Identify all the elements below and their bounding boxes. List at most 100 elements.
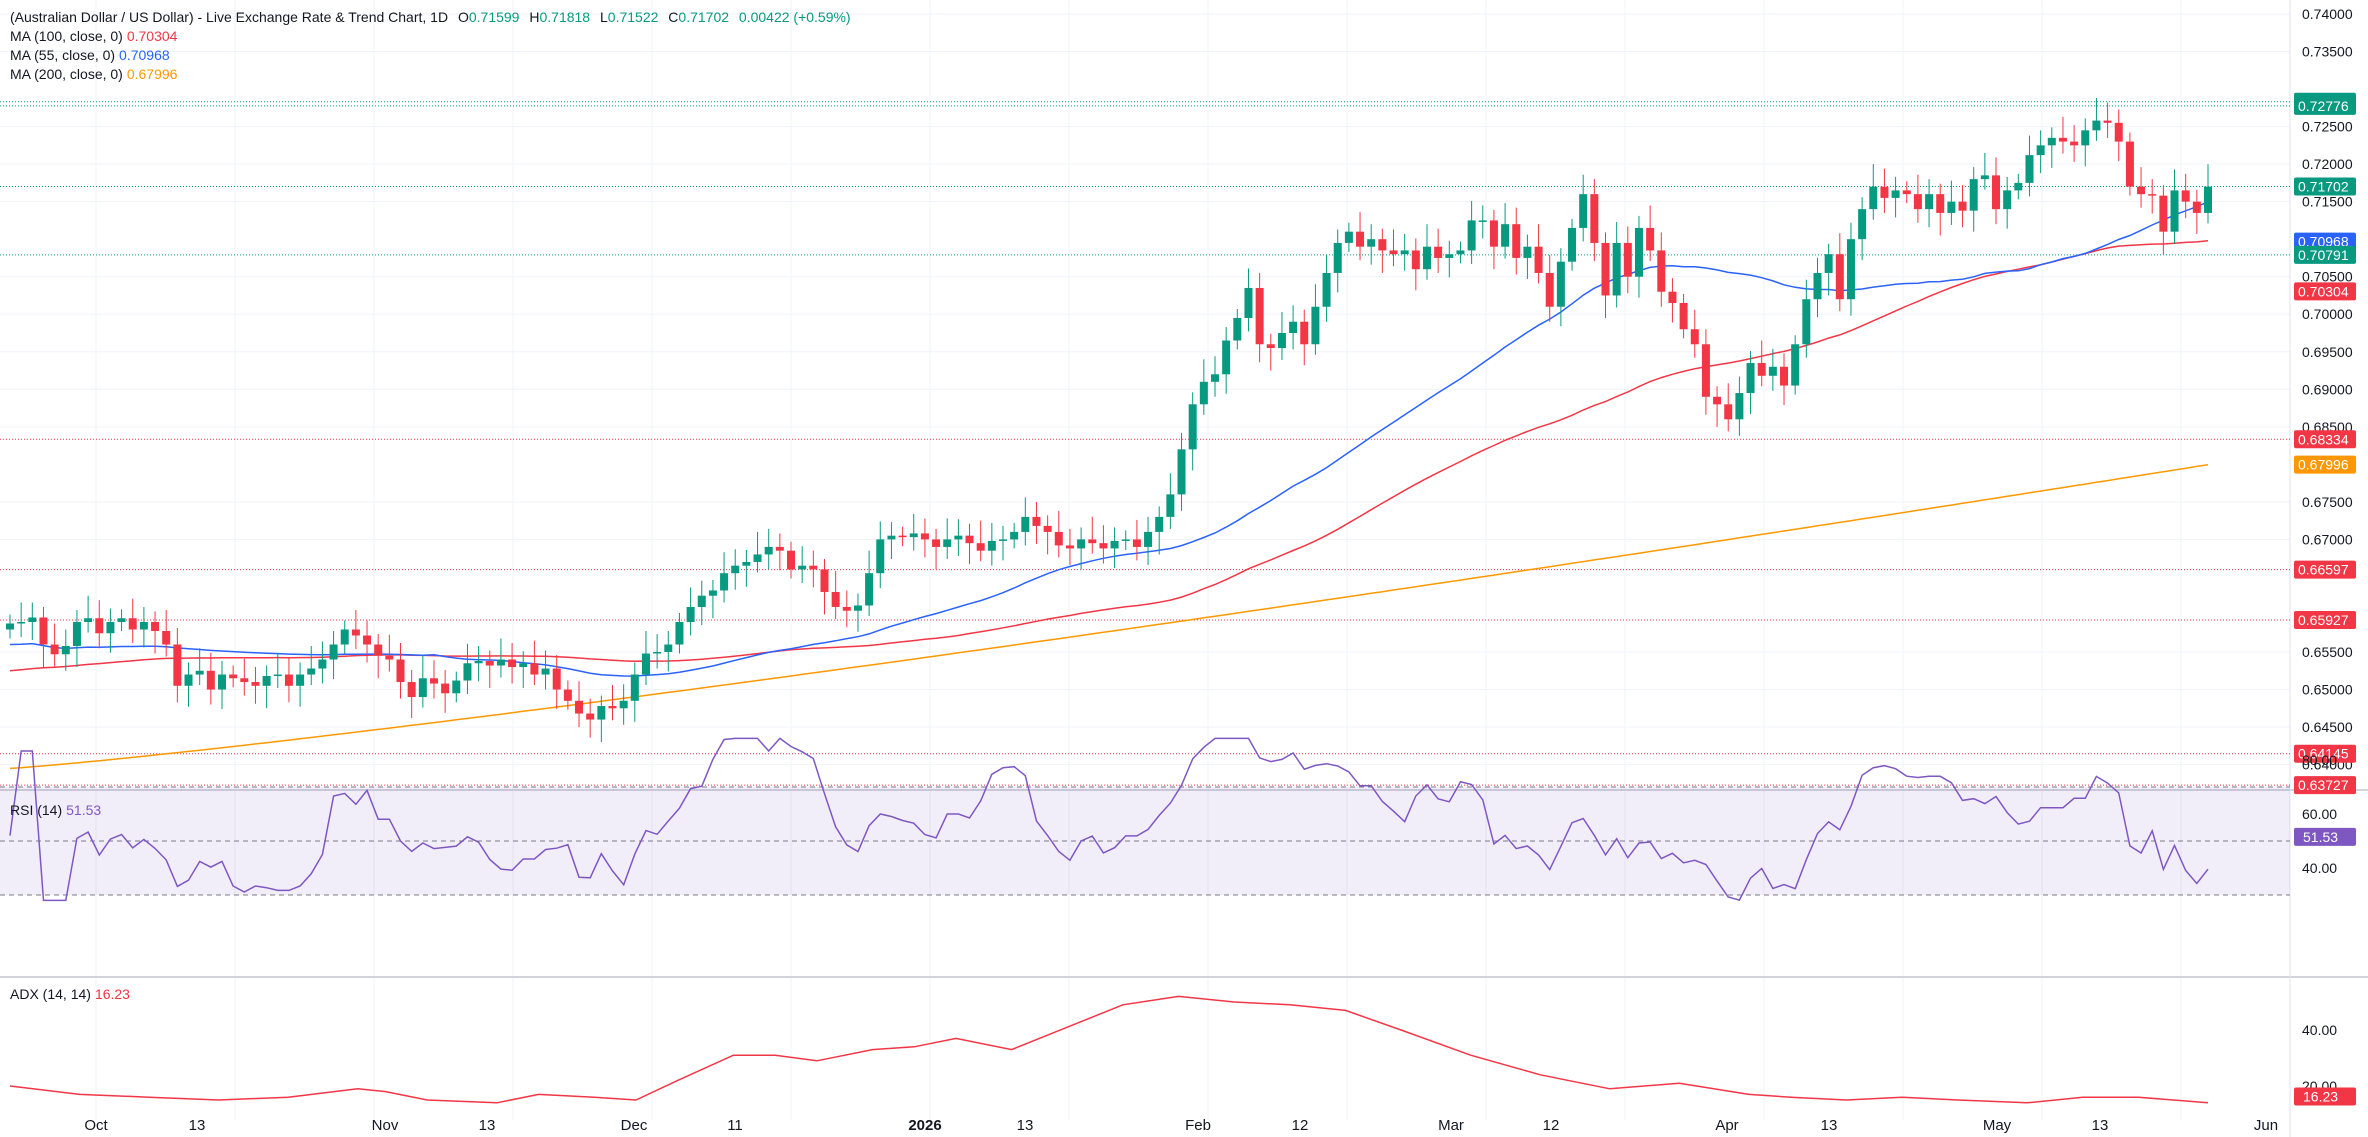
candle-down <box>1255 287 1264 345</box>
candle-down <box>1389 250 1398 255</box>
time-tick-label: Jun <box>2254 1117 2278 1134</box>
candle-down <box>2103 120 2112 123</box>
ma100-label: MA (100, close, 0) <box>10 28 123 44</box>
candle-up <box>1322 272 1331 307</box>
time-tick-label: Mar <box>1438 1117 1464 1134</box>
candle-down <box>1880 186 1889 198</box>
candle-up <box>865 573 874 606</box>
candle-up <box>273 674 282 677</box>
ma55-legend[interactable]: MA (55, close, 0) 0.70968 <box>10 47 170 63</box>
low-label: L <box>599 9 608 25</box>
candle-up <box>1110 540 1119 549</box>
rsi-tick-label: 40.00 <box>2302 860 2337 876</box>
price-tag <box>2294 430 2356 449</box>
candle-up <box>1556 261 1565 307</box>
candle-up <box>731 565 740 574</box>
time-tick-label: Apr <box>1715 1117 1738 1134</box>
candle-down <box>508 659 517 668</box>
candle-up <box>1177 449 1186 495</box>
candle-up <box>1824 254 1833 273</box>
candle-down <box>1958 201 1967 211</box>
candle-up <box>1289 321 1298 334</box>
price-tag <box>2294 96 2356 115</box>
candle-up <box>1456 250 1465 255</box>
candle-down <box>162 630 171 645</box>
candle-up <box>61 646 70 655</box>
candle-down <box>1690 329 1699 345</box>
candle-up <box>2014 182 2023 191</box>
candle-down <box>563 689 572 701</box>
candle-down <box>1512 224 1521 258</box>
candle-down <box>1902 190 1911 195</box>
candle-up <box>2003 190 2012 210</box>
ma200-line <box>9 463 2209 770</box>
candle-down <box>552 668 561 690</box>
candle-up <box>1210 374 1219 382</box>
candle-up <box>876 539 885 574</box>
candle-down <box>374 644 383 656</box>
candle-up <box>1277 333 1286 349</box>
candle-down <box>95 618 104 634</box>
adx-legend[interactable]: ADX (14, 14) 16.23 <box>10 986 130 1002</box>
price-tag-label: 0.65927 <box>2298 612 2349 628</box>
candle-up <box>340 629 349 645</box>
adx-tick-label: 40.00 <box>2302 1022 2337 1038</box>
candle-down <box>1489 220 1498 247</box>
candle-down <box>240 678 249 683</box>
candle-down <box>831 591 840 607</box>
candle-up <box>72 621 81 647</box>
candle-down <box>1657 250 1666 292</box>
rsi-tag-label: 51.53 <box>2303 829 2338 845</box>
candle-up <box>697 595 706 607</box>
rsi-label: RSI (14) <box>10 802 63 818</box>
symbol-header: (Australian Dollar / US Dollar) - Live E… <box>10 9 851 25</box>
time-tick-label: 11 <box>727 1117 743 1134</box>
candle-down <box>151 621 160 631</box>
price-tag <box>2294 610 2356 629</box>
candle-up <box>1501 224 1510 247</box>
price-tag-label: 0.64145 <box>2298 746 2349 762</box>
candle-up <box>318 659 327 669</box>
candle-up <box>184 674 193 686</box>
candle-up <box>1199 381 1208 405</box>
candle-up <box>619 700 628 709</box>
candle-down <box>441 683 450 694</box>
candle-up <box>463 663 472 681</box>
time-tick-label: 13 <box>189 1117 206 1134</box>
candle-down <box>1065 545 1074 549</box>
ma100-legend[interactable]: MA (100, close, 0) 0.70304 <box>10 28 177 44</box>
candle-up <box>853 605 862 611</box>
candle-up <box>418 678 427 698</box>
candle-down <box>820 569 829 592</box>
price-tag-label: 0.63727 <box>2298 777 2349 793</box>
candle-up <box>1166 494 1175 517</box>
time-tick-label: 12 <box>1543 1117 1560 1134</box>
candle-down <box>206 670 215 690</box>
candle-down <box>2114 122 2123 142</box>
candle-up <box>1233 317 1242 341</box>
adx-value: 16.23 <box>94 986 130 1002</box>
candle-up <box>1010 531 1019 540</box>
candle-up <box>139 621 148 630</box>
candle-up <box>1400 250 1409 255</box>
candle-up <box>28 617 37 622</box>
candle-down <box>1936 194 1945 213</box>
candle-down <box>1032 516 1041 526</box>
candle-up <box>1980 175 1989 180</box>
price-tick-label: 0.74000 <box>2302 6 2353 22</box>
adx-label: ADX (14, 14) <box>10 986 91 1002</box>
candle-down <box>586 713 595 720</box>
candle-down <box>1679 302 1688 330</box>
candle-down <box>485 661 494 666</box>
time-tick-label: 13 <box>479 1117 496 1134</box>
candle-down <box>363 635 372 645</box>
candle-down <box>1534 246 1543 273</box>
ma55-value: 0.70968 <box>119 47 170 63</box>
candle-up <box>1768 366 1777 376</box>
candle-down <box>396 659 405 683</box>
price-tick-label: 0.69500 <box>2302 344 2353 360</box>
ma200-legend[interactable]: MA (200, close, 0) 0.67996 <box>10 66 177 82</box>
rsi-legend[interactable]: RSI (14) 51.53 <box>10 802 101 818</box>
candle-down <box>1913 194 1922 210</box>
